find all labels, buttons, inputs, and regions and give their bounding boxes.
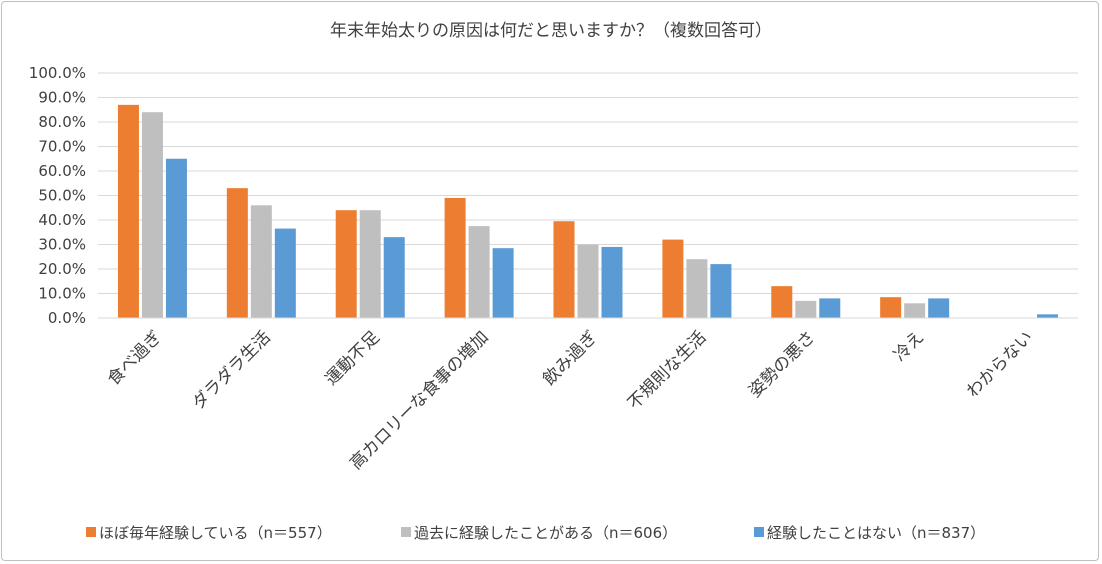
bar	[250, 205, 272, 318]
y-tick-label: 30.0%	[38, 236, 86, 254]
bar	[359, 210, 381, 318]
y-tick-label: 0.0%	[48, 309, 86, 327]
bars	[117, 104, 1059, 318]
bar	[117, 104, 139, 318]
legend-label: 過去に経験したことがある（n＝606）	[414, 524, 677, 542]
bar	[771, 286, 793, 318]
bar	[819, 298, 841, 318]
y-tick-label: 10.0%	[38, 285, 86, 303]
bar	[444, 197, 466, 318]
x-tick-label: わからない	[963, 327, 1037, 401]
legend-swatch	[86, 527, 96, 537]
bar	[553, 221, 575, 318]
bar	[928, 298, 950, 318]
y-tick-label: 100.0%	[29, 64, 86, 82]
bar	[468, 226, 490, 318]
chart-title: 年末年始太りの原因は何だと思いますか？（複数回答可）	[330, 21, 772, 41]
bar	[1037, 314, 1059, 318]
bar	[335, 210, 357, 318]
x-tick-label: 冷え	[890, 327, 928, 365]
legend-swatch	[754, 527, 764, 537]
bar	[274, 228, 296, 318]
x-tick-label: 飲み過ぎ	[539, 327, 601, 389]
legend: ほぼ毎年経験している（n＝557） 過去に経験したことがある（n＝606） 経験した…	[86, 524, 985, 542]
bar	[165, 158, 187, 318]
y-tick-label: 50.0%	[38, 187, 86, 205]
bar	[904, 303, 926, 318]
bar	[710, 264, 732, 318]
x-tick-label: 食べ過ぎ	[104, 327, 166, 389]
x-tick-label: 不規則な生活	[624, 327, 710, 413]
bar	[383, 237, 405, 318]
y-tick-label: 90.0%	[38, 89, 86, 107]
legend-label: ほぼ毎年経験している（n＝557）	[99, 524, 332, 542]
legend-label: 経験したことはない（n＝837）	[767, 524, 985, 542]
bar	[601, 246, 623, 318]
bar	[492, 248, 514, 318]
bar	[686, 259, 708, 318]
x-tick-label: 運動不足	[322, 327, 384, 389]
bar	[880, 297, 902, 318]
legend-swatch	[401, 527, 411, 537]
y-tick-label: 60.0%	[38, 162, 86, 180]
bar	[662, 239, 684, 318]
x-tick-label: ダラダラ生活	[189, 327, 275, 413]
y-tick-label: 70.0%	[38, 138, 86, 156]
bar	[226, 188, 248, 318]
bar	[141, 112, 163, 318]
y-tick-label: 40.0%	[38, 211, 86, 229]
y-axis-ticks: 0.0% 10.0% 20.0% 30.0% 40.0% 50.0% 60.0% 70.0% 8…	[29, 64, 86, 327]
x-tick-label: 姿勢の悪さ	[745, 327, 819, 401]
y-tick-label: 20.0%	[38, 260, 86, 278]
bar	[795, 300, 817, 318]
bar	[577, 244, 599, 318]
y-tick-label: 80.0%	[38, 113, 86, 131]
